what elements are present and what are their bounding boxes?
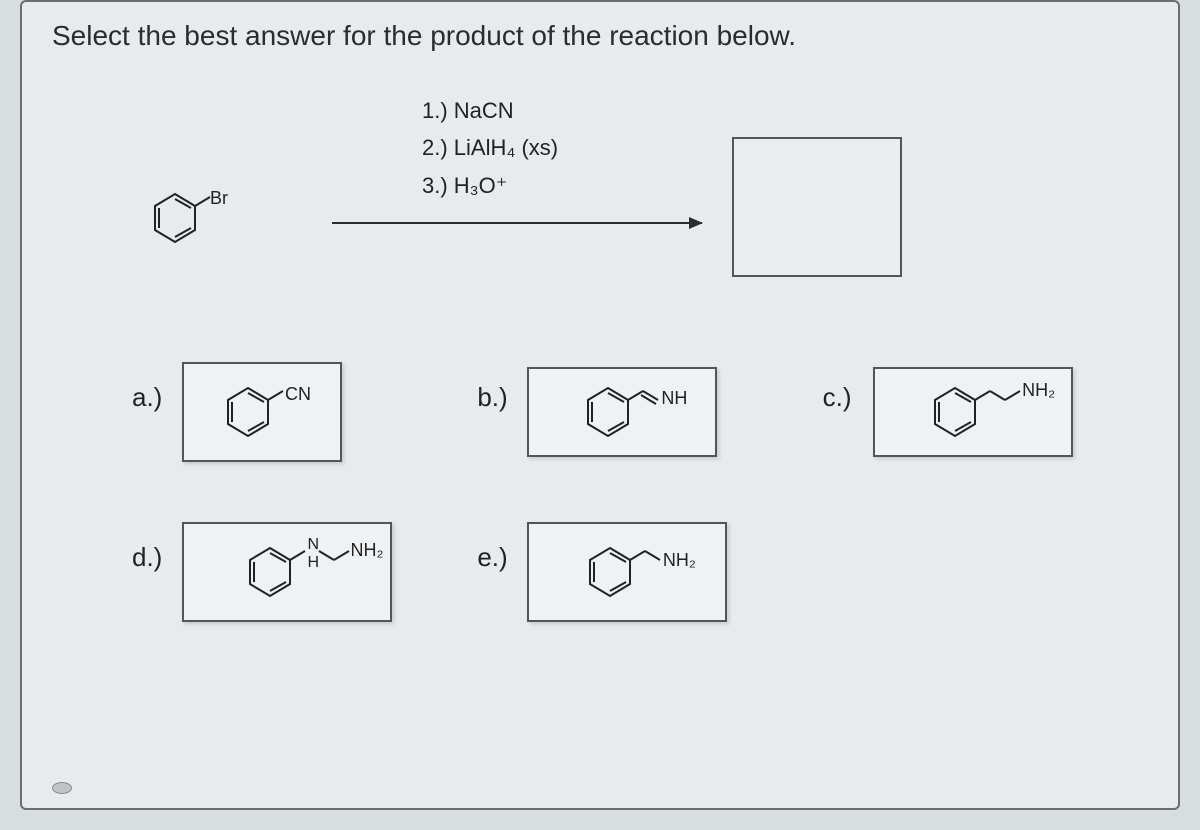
benzene-ring-icon [225,386,271,438]
option-c[interactable]: c.) NH₂ [823,362,1128,462]
option-d[interactable]: d.) N H [132,522,437,622]
benzene-ring-icon [247,546,293,598]
option-d-n: N [308,536,320,554]
option-c-subst: NH₂ [1022,380,1055,401]
question-text: Select the best answer for the product o… [52,20,1148,52]
benzene-ring-icon [587,546,633,598]
reagent-2: 2.) LiAlH₄ (xs) [422,129,558,166]
option-c-structure: NH₂ [873,367,1073,457]
option-b-subst: NH [661,388,687,409]
question-page: Select the best answer for the product o… [20,0,1180,810]
option-label-a: a.) [132,382,168,413]
option-label-e: e.) [477,542,513,573]
reagent-1: 1.) NaCN [422,92,558,129]
option-d-structure: N H NH₂ [182,522,392,622]
option-d-h: H [308,554,320,572]
reactant: Br [152,192,218,244]
reagent-3: 3.) H₃O⁺ [422,167,558,204]
option-label-d: d.) [132,542,168,573]
option-b-structure: NH [527,367,717,457]
answer-options: a.) CN b.) [132,362,1128,622]
product-placeholder[interactable] [732,137,902,277]
reaction-scheme: Br 1.) NaCN 2.) LiAlH₄ (xs) 3.) H₃O⁺ [152,92,1148,292]
benzyl-bromide: Br [152,192,218,244]
option-a-subst: CN [285,384,311,405]
binder-hole-icon [52,782,72,794]
option-label-b: b.) [477,382,513,413]
benzene-ring-icon [152,192,198,244]
reactant-substituent: Br [210,188,228,209]
benzene-ring-icon [585,386,631,438]
option-b[interactable]: b.) NH [477,362,782,462]
option-e-subst: NH₂ [663,550,696,571]
option-e-structure: NH₂ [527,522,727,622]
option-e[interactable]: e.) NH₂ [477,522,782,622]
benzene-ring-icon [932,386,978,438]
option-d-subst: NH₂ [351,540,384,561]
option-a-structure: CN [182,362,342,462]
reagent-list: 1.) NaCN 2.) LiAlH₄ (xs) 3.) H₃O⁺ [422,92,558,204]
option-label-c: c.) [823,382,859,413]
reaction-arrow-icon [332,222,702,224]
option-a[interactable]: a.) CN [132,362,437,462]
